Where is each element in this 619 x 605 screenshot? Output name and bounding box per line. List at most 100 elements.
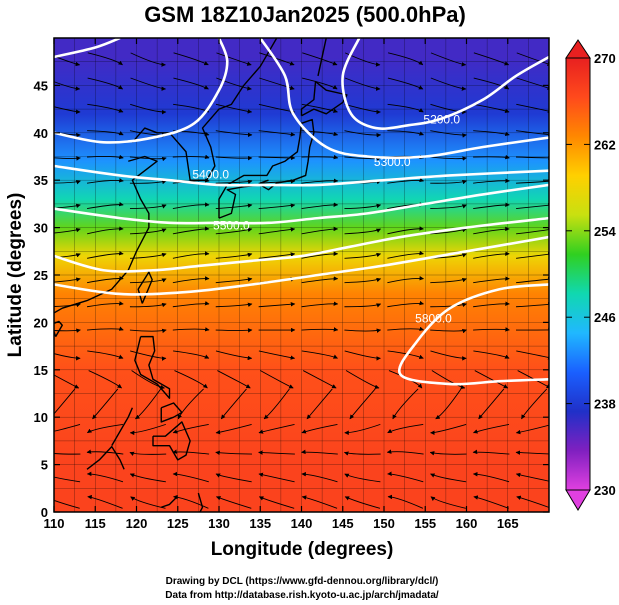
streamline [473,301,510,308]
streamline [86,471,124,483]
streamline [87,130,124,136]
streamline [215,227,253,235]
streamline [172,423,209,434]
streamline [345,370,380,390]
streamline [215,179,253,185]
x-axis-title: Longitude (degrees) [211,539,394,560]
streamline [258,155,296,161]
streamline [88,370,122,389]
streamline [430,130,467,138]
y-tick-label: 10 [34,410,48,425]
streamline [87,52,123,66]
streamline [258,203,296,210]
streamline [472,449,510,455]
streamline [301,471,338,483]
streamline [430,103,467,115]
streamline [54,106,81,115]
streamline [516,203,549,210]
streamline [86,201,124,210]
streamline [301,327,339,332]
streamline [473,423,510,434]
streamline [473,154,510,160]
streamline [129,473,166,483]
streamline [301,449,338,455]
streamline [516,350,549,360]
coastline [134,335,171,399]
streamline [515,424,549,435]
streamline [177,388,204,420]
streamline [259,77,295,90]
streamline [302,77,338,90]
contour-label: 5300.0 [374,155,411,169]
streamline [516,77,549,91]
streamline [54,55,81,67]
streamline [86,423,123,434]
y-tick-label: 45 [34,78,48,93]
coastline [160,402,183,423]
y-tick-label: 35 [34,173,48,188]
contour-line [54,216,549,273]
streamline [430,156,467,161]
streamline [215,328,253,333]
streamline [431,370,466,390]
coastline [317,38,327,77]
streamline [215,203,253,210]
streamline [172,449,210,455]
streamline [344,496,381,509]
streamline [387,300,424,308]
colorbar-tick-label: 246 [594,310,616,325]
streamline [301,154,339,160]
streamline [387,77,424,90]
y-axis-title: Latitude (degrees) [5,193,26,358]
streamline [387,226,424,235]
streamline [302,370,337,389]
streamline [301,251,339,259]
streamline [173,350,210,359]
streamline [386,449,424,455]
streamline [521,388,548,420]
streamline [87,77,124,90]
streamline [54,423,81,432]
streamline [258,227,296,235]
streamline [430,204,467,210]
height-contours [54,38,549,386]
streamline [173,52,209,66]
streamline [54,453,81,455]
streamline [258,472,295,483]
plot-overlays: 5200.0 5300.0 5400.0 5500.0 5800.0 [54,38,549,512]
streamline [172,154,210,160]
streamline [387,423,424,434]
streamline [220,388,247,420]
coastline [218,118,315,219]
colorbar-tick-label: 270 [594,51,616,66]
streamline [473,202,510,210]
coastline [197,492,204,512]
streamline [86,449,124,455]
streamline [430,227,467,235]
coastline [152,421,191,461]
y-tick-label: 25 [34,268,48,283]
streamline [301,301,339,308]
streamline [258,302,296,308]
streamline [258,350,296,360]
streamline [215,450,252,456]
colorbar-ticks: 230 238 246 254 262 270 [566,51,616,498]
streamline [473,495,509,509]
streamline [516,227,549,235]
streamline [344,77,381,91]
contour-line [397,283,549,386]
coastline [131,38,278,181]
streamline [54,499,80,509]
x-tick-label: 135 [249,516,271,531]
x-tick-label: 160 [456,516,478,531]
streamline [344,103,381,115]
streamline [54,253,81,259]
streamline [54,302,81,308]
streamline [172,251,210,259]
streamline [344,52,381,67]
streamline [344,228,381,235]
streamline [516,302,549,308]
streamline [172,202,210,210]
streamline [129,278,167,284]
x-tick-label: 110 [44,516,65,531]
